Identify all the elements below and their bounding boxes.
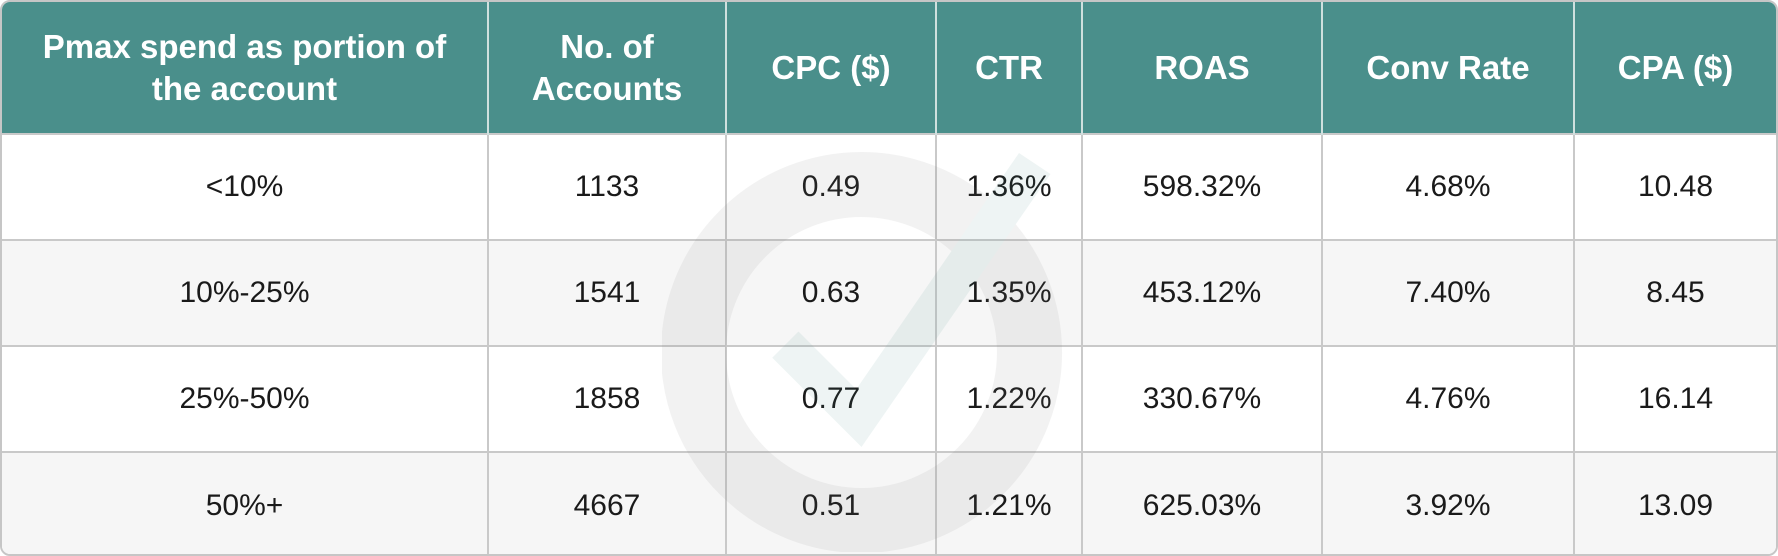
cell-ctr: 1.36% bbox=[936, 133, 1083, 240]
header-num-accounts: No. of Accounts bbox=[488, 2, 727, 134]
table-header: Pmax spend as portion of the account No.… bbox=[2, 2, 1776, 134]
table-row: 10%-25% 1541 0.63 1.35% 453.12% 7.40% 8.… bbox=[2, 239, 1776, 346]
cell-num-accounts: 1133 bbox=[488, 133, 727, 240]
cell-pmax-spend: 50%+ bbox=[2, 451, 489, 554]
cell-cpa: 13.09 bbox=[1574, 451, 1776, 554]
cell-pmax-spend: 25%-50% bbox=[2, 345, 489, 452]
cell-conv-rate: 4.68% bbox=[1322, 133, 1575, 240]
table-row: <10% 1133 0.49 1.36% 598.32% 4.68% 10.48 bbox=[2, 133, 1776, 240]
cell-num-accounts: 4667 bbox=[488, 451, 727, 554]
cell-conv-rate: 4.76% bbox=[1322, 345, 1575, 452]
header-row: Pmax spend as portion of the account No.… bbox=[2, 2, 1776, 134]
cell-ctr: 1.21% bbox=[936, 451, 1083, 554]
cell-pmax-spend: <10% bbox=[2, 133, 489, 240]
header-ctr: CTR bbox=[936, 2, 1083, 134]
header-cpa: CPA ($) bbox=[1574, 2, 1776, 134]
cell-num-accounts: 1858 bbox=[488, 345, 727, 452]
header-conv-rate: Conv Rate bbox=[1322, 2, 1575, 134]
header-pmax-spend: Pmax spend as portion of the account bbox=[2, 2, 489, 134]
header-roas: ROAS bbox=[1082, 2, 1323, 134]
cell-ctr: 1.35% bbox=[936, 239, 1083, 346]
cell-cpa: 8.45 bbox=[1574, 239, 1776, 346]
cell-cpa: 16.14 bbox=[1574, 345, 1776, 452]
cell-roas: 453.12% bbox=[1082, 239, 1323, 346]
cell-cpa: 10.48 bbox=[1574, 133, 1776, 240]
table-row: 25%-50% 1858 0.77 1.22% 330.67% 4.76% 16… bbox=[2, 345, 1776, 452]
cell-pmax-spend: 10%-25% bbox=[2, 239, 489, 346]
cell-conv-rate: 3.92% bbox=[1322, 451, 1575, 554]
cell-cpc: 0.49 bbox=[726, 133, 937, 240]
cell-roas: 330.67% bbox=[1082, 345, 1323, 452]
cell-roas: 625.03% bbox=[1082, 451, 1323, 554]
cell-ctr: 1.22% bbox=[936, 345, 1083, 452]
cell-cpc: 0.63 bbox=[726, 239, 937, 346]
table-body: <10% 1133 0.49 1.36% 598.32% 4.68% 10.48… bbox=[2, 133, 1776, 554]
cell-num-accounts: 1541 bbox=[488, 239, 727, 346]
table-row: 50%+ 4667 0.51 1.21% 625.03% 3.92% 13.09 bbox=[2, 451, 1776, 554]
cell-cpc: 0.77 bbox=[726, 345, 937, 452]
header-cpc: CPC ($) bbox=[726, 2, 937, 134]
cell-conv-rate: 7.40% bbox=[1322, 239, 1575, 346]
cell-roas: 598.32% bbox=[1082, 133, 1323, 240]
cell-cpc: 0.51 bbox=[726, 451, 937, 554]
